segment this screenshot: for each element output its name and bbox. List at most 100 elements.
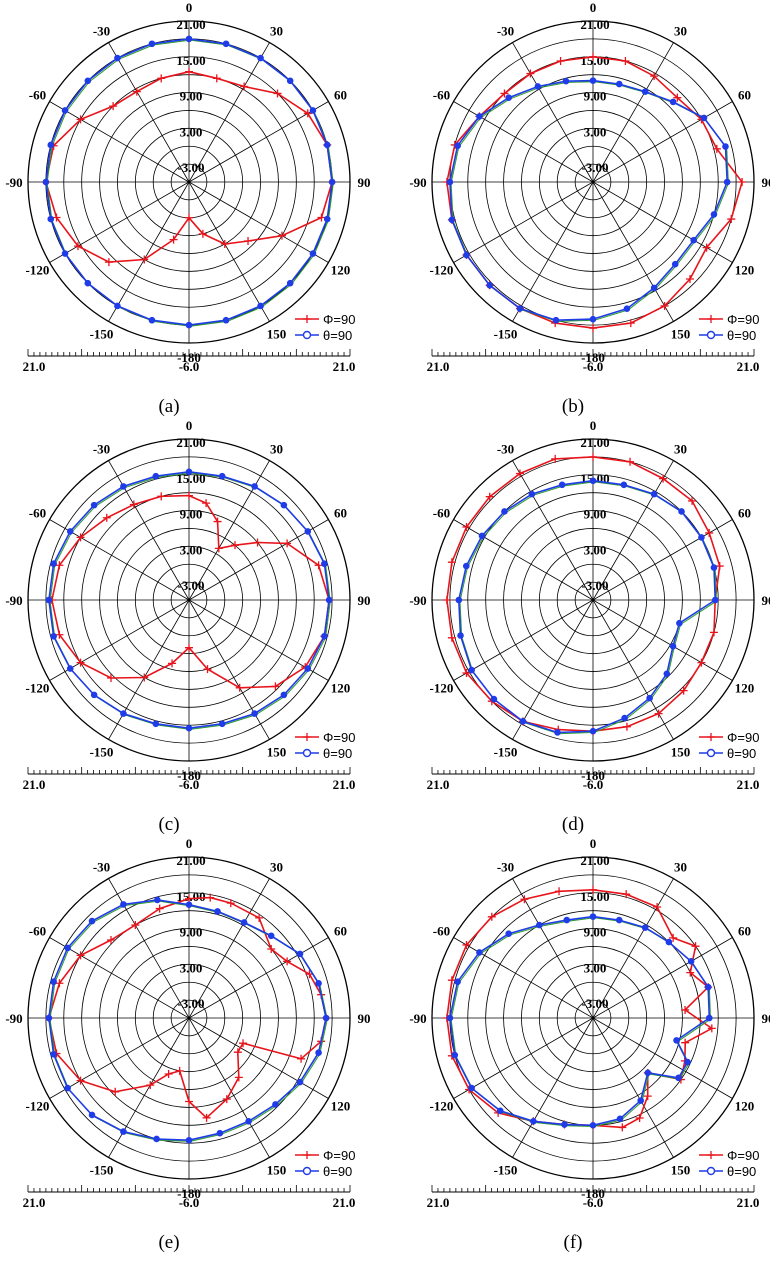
grid-spoke: [512, 1017, 594, 1158]
data-point-plus: [76, 658, 85, 667]
data-point-plus: [314, 561, 323, 570]
ring-label: 21.00: [176, 853, 205, 868]
scale-label: 21.0: [427, 359, 450, 374]
scale-label: 21.0: [333, 1195, 356, 1210]
angle-label: 0: [590, 836, 597, 851]
angle-label: -120: [430, 681, 454, 696]
data-point-plus: [589, 324, 597, 333]
data-point-circle: [700, 114, 708, 122]
angle-label: 120: [331, 263, 351, 278]
grid-spoke: [592, 1017, 733, 1099]
data-point-circle: [280, 501, 288, 509]
ring-label: 9.00: [180, 89, 203, 104]
data-point-plus: [76, 533, 85, 542]
data-point-circle: [185, 35, 193, 43]
data-point-circle: [519, 718, 527, 725]
data-point-plus: [669, 933, 678, 942]
angle-label: 120: [331, 1099, 351, 1114]
data-point-circle: [304, 528, 312, 535]
angle-label: -150: [90, 745, 114, 760]
ring-label: 3.00: [584, 542, 607, 557]
data-point-plus: [462, 522, 471, 531]
data-point-circle: [88, 1111, 96, 1119]
data-point-circle: [280, 691, 288, 699]
angle-label: 60: [738, 506, 751, 521]
data-point-circle: [152, 720, 160, 728]
data-point-plus: [447, 976, 456, 985]
ring-label: 21.00: [580, 853, 609, 868]
angle-label: -30: [93, 859, 110, 874]
ring-label: 15.00: [176, 53, 205, 68]
data-point-circle: [530, 1117, 537, 1125]
data-point-plus: [277, 231, 286, 240]
data-point-circle: [323, 215, 331, 223]
data-point-circle: [589, 913, 597, 920]
data-point-circle: [711, 596, 719, 604]
data-point-plus: [73, 242, 82, 251]
angle-label: -90: [5, 1011, 22, 1026]
data-point-circle: [468, 1084, 475, 1092]
data-point-plus: [673, 93, 682, 102]
angle-label: 60: [738, 924, 751, 939]
angle-label: -120: [26, 681, 50, 696]
data-point-circle: [84, 77, 92, 85]
data-point-circle: [218, 472, 226, 480]
series-shadow-line: [450, 917, 712, 1128]
data-point-plus: [707, 1024, 716, 1033]
data-point-plus: [230, 541, 239, 550]
angle-label: -60: [29, 506, 46, 521]
data-point-plus: [660, 301, 669, 310]
data-point-plus: [106, 674, 115, 683]
ring-label: 15.00: [580, 53, 609, 68]
data-point-plus: [203, 665, 212, 674]
legend-label: θ=90: [727, 1164, 756, 1179]
data-point-circle: [148, 40, 156, 48]
data-point-circle: [323, 141, 331, 149]
data-point-plus: [705, 528, 714, 537]
data-point-plus: [654, 709, 663, 718]
data-point-circle: [561, 1121, 568, 1128]
legend-label: Φ=90: [727, 1148, 759, 1163]
angle-label: 90: [358, 1011, 371, 1026]
grid-spoke: [108, 42, 190, 183]
data-point-circle: [88, 917, 96, 925]
data-point-circle: [120, 483, 127, 490]
angle-label: 60: [334, 506, 347, 521]
data-point-plus: [239, 1039, 248, 1048]
angle-label: -150: [494, 327, 518, 342]
data-point-plus: [622, 890, 631, 899]
angle-label: -30: [497, 441, 514, 456]
data-point-circle: [257, 302, 264, 310]
data-point-circle: [671, 260, 679, 268]
legend-label: θ=90: [727, 746, 756, 761]
angle-label: 150: [671, 745, 691, 760]
data-point-circle: [245, 1117, 252, 1125]
grid-spoke: [188, 181, 270, 322]
data-point-circle: [536, 921, 543, 929]
angle-label: 150: [671, 327, 691, 342]
legend-marker: [302, 330, 312, 340]
data-point-circle: [710, 211, 718, 218]
data-point-circle: [267, 932, 275, 940]
grid-spoke: [592, 181, 733, 263]
angle-label: 150: [267, 327, 287, 342]
ring-label: 21.00: [580, 435, 609, 450]
legend-label: θ=90: [323, 328, 352, 343]
legend-marker: [707, 315, 715, 323]
data-point-circle: [446, 1014, 454, 1022]
data-point-circle: [286, 279, 294, 287]
angle-label: -150: [494, 745, 518, 760]
data-point-circle: [328, 178, 336, 186]
data-point-plus: [55, 979, 64, 988]
data-point-circle: [61, 250, 69, 257]
data-point-plus: [220, 239, 229, 248]
ring-label: 15.00: [580, 889, 609, 904]
data-point-plus: [132, 87, 141, 96]
data-point-circle: [623, 305, 631, 313]
grid-spoke: [592, 937, 733, 1019]
data-point-plus: [526, 69, 535, 78]
data-point-circle: [562, 77, 570, 85]
scale-label: 21.0: [23, 1195, 46, 1210]
data-point-circle: [148, 316, 156, 324]
angle-label: 90: [358, 593, 371, 608]
